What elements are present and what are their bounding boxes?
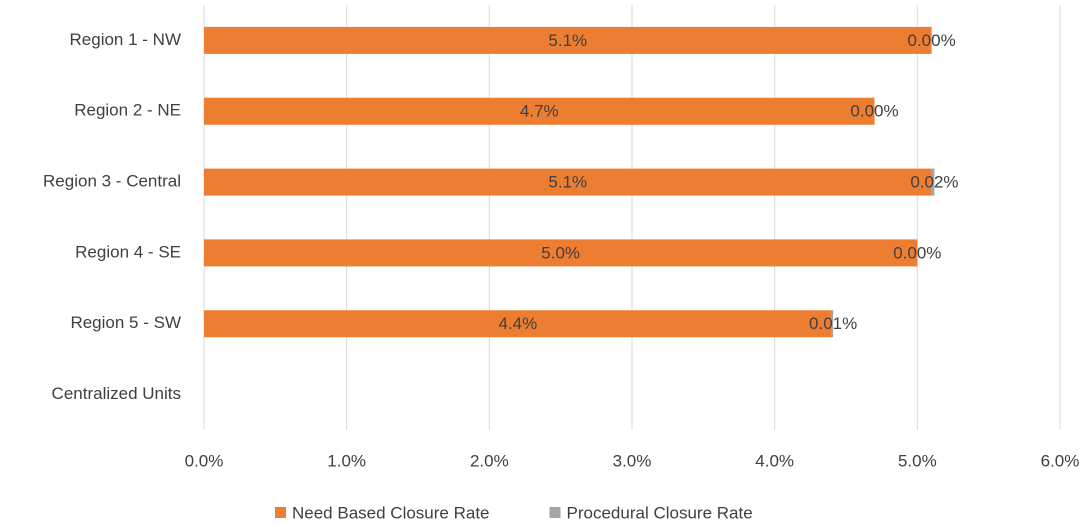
bar: [931, 168, 935, 196]
data-label: 0.02%: [910, 173, 958, 192]
x-tick-label: 6.0%: [1041, 451, 1080, 470]
bar: [831, 310, 834, 338]
legend-label: Procedural Closure Rate: [567, 503, 753, 522]
data-label: 4.4%: [498, 314, 537, 333]
data-label: 5.0%: [541, 243, 580, 262]
y-tick-label: Region 5 - SW: [70, 313, 181, 332]
data-label: 0.00%: [893, 243, 941, 262]
legend-label: Need Based Closure Rate: [292, 503, 490, 522]
x-tick-label: 2.0%: [470, 451, 509, 470]
y-tick-label: Region 3 - Central: [43, 172, 181, 191]
data-label: 0.01%: [809, 314, 857, 333]
bar: [204, 26, 932, 54]
data-label: 5.1%: [548, 31, 587, 50]
bar: [204, 239, 918, 267]
x-tick-label: 0.0%: [185, 451, 224, 470]
y-tick-label: Region 4 - SE: [75, 242, 181, 261]
x-tick-label: 5.0%: [898, 451, 937, 470]
x-tick-label: 3.0%: [613, 451, 652, 470]
bar: [204, 310, 832, 338]
y-tick-label: Region 2 - NE: [74, 101, 181, 120]
x-tick-label: 4.0%: [755, 451, 794, 470]
data-label: 0.00%: [850, 102, 898, 121]
y-tick-label: Centralized Units: [52, 384, 181, 403]
bar: [204, 97, 875, 125]
y-tick-label: Region 1 - NW: [70, 30, 181, 49]
x-tick-label: 1.0%: [327, 451, 366, 470]
bar: [204, 168, 932, 196]
data-label: 5.1%: [548, 173, 587, 192]
data-label: 4.7%: [520, 102, 559, 121]
data-label: 0.00%: [907, 31, 955, 50]
legend-swatch: [275, 507, 286, 518]
legend-swatch: [549, 507, 561, 518]
